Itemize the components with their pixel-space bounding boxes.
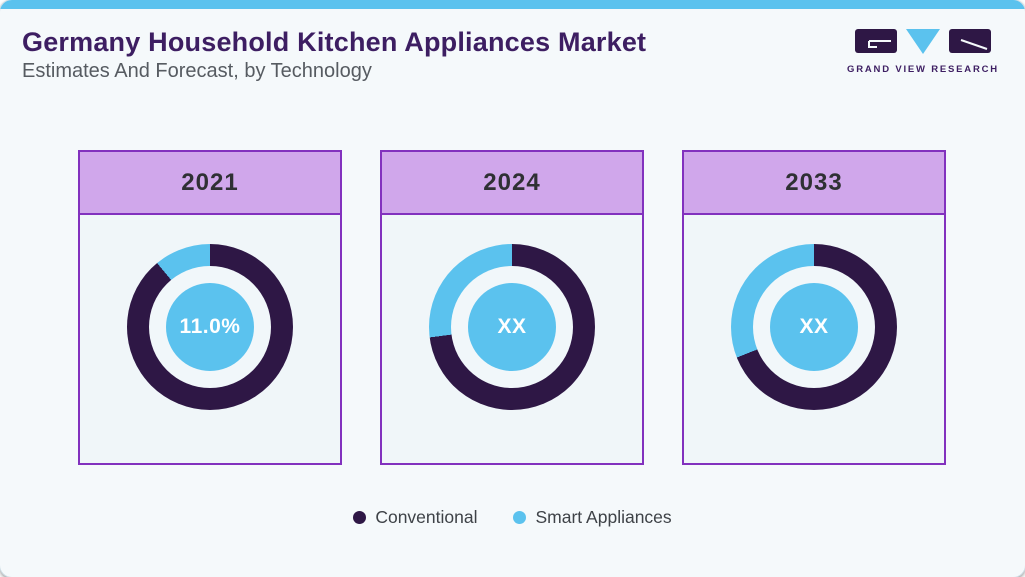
accent-top-bar [0,0,1025,9]
page-subtitle: Estimates And Forecast, by Technology [22,60,372,82]
donut-center-value: XX [770,283,858,371]
donut-center-value: XX [468,283,556,371]
donut-card-2024: 2024 XX [380,150,644,465]
card-body: XX [382,215,642,461]
donut-card-row: 2021 11.0% 2024 XX 2033 [78,150,946,465]
donut-chart-2024: XX [429,244,595,410]
legend-item-smart-appliances: Smart Appliances [513,507,672,528]
conventional-dot-icon [353,511,367,524]
card-year-label: 2024 [382,152,642,215]
chart-legend: Conventional Smart Appliances [0,507,1025,528]
donut-card-2033: 2033 XX [682,150,946,465]
donut-chart-2033: XX [731,244,897,410]
card-year-label: 2021 [80,152,340,215]
legend-label: Smart Appliances [535,507,672,527]
card-body: 11.0% [80,215,340,461]
smart-appliances-dot-icon [513,511,527,524]
legend-label: Conventional [375,507,478,527]
card-year-label: 2033 [684,152,944,215]
donut-center-value: 11.0% [166,283,254,371]
card-body: XX [684,215,944,461]
gvr-logo-text: GRAND VIEW RESEARCH [847,64,999,75]
donut-card-2021: 2021 11.0% [78,150,342,465]
page-title: Germany Household Kitchen Appliances Mar… [22,27,647,57]
legend-item-conventional: Conventional [353,507,477,528]
donut-chart-2021: 11.0% [127,244,293,410]
gvr-logo-icon [853,28,993,60]
grand-view-research-logo: GRAND VIEW RESEARCH [847,28,999,75]
